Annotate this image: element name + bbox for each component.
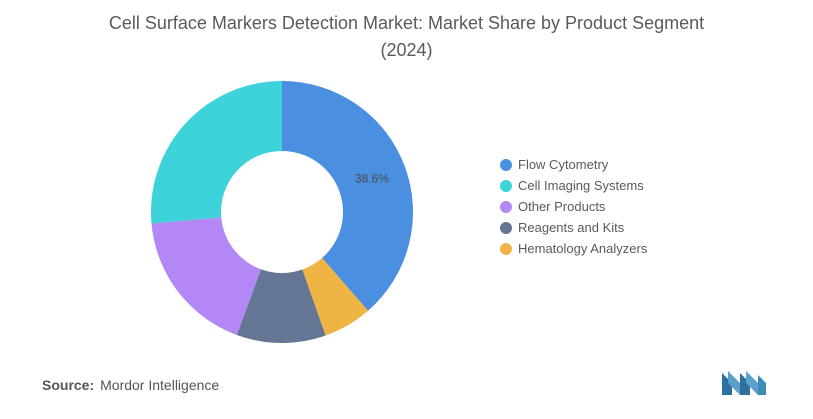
slice-label-flow-cytometry: 38.6% bbox=[355, 171, 389, 185]
slice-reagents-and-kits bbox=[236, 269, 326, 343]
mordor-intelligence-logo-icon bbox=[722, 371, 766, 395]
legend-item-hematology-analyzers: Hematology Analyzers bbox=[500, 238, 647, 259]
legend-swatch bbox=[500, 242, 512, 255]
legend-swatch bbox=[500, 158, 512, 171]
legend-swatch bbox=[500, 179, 512, 192]
slice-hematology-analyzers bbox=[302, 258, 369, 336]
source-note: Source: Mordor Intelligence bbox=[42, 377, 219, 393]
chart-title-line1: Cell Surface Markers Detection Market: M… bbox=[108, 13, 705, 33]
slice-flow-cytometry bbox=[282, 81, 414, 311]
slice-other-products bbox=[151, 217, 261, 335]
legend-label: Reagents and Kits bbox=[518, 220, 625, 235]
legend-label: Other Products bbox=[518, 199, 606, 214]
legend-label: Cell Imaging Systems bbox=[518, 178, 644, 193]
chart-title-line2: (2024) bbox=[380, 40, 433, 60]
legend-item-cell-imaging-systems: Cell Imaging Systems bbox=[500, 175, 647, 196]
source-label: Source: bbox=[42, 377, 95, 393]
legend-swatch bbox=[500, 221, 512, 234]
chart-title: Cell Surface Markers Detection Market: M… bbox=[0, 10, 813, 64]
legend-item-reagents-and-kits: Reagents and Kits bbox=[500, 217, 647, 238]
legend-item-flow-cytometry: Flow Cytometry bbox=[500, 154, 647, 175]
legend-swatch bbox=[500, 200, 512, 213]
slice-cell-imaging-systems bbox=[151, 81, 282, 224]
chart-legend: Flow Cytometry Cell Imaging Systems Other … bbox=[500, 154, 647, 259]
legend-label: Flow Cytometry bbox=[518, 157, 609, 172]
legend-item-other-products: Other Products bbox=[500, 196, 647, 217]
source-text: Mordor Intelligence bbox=[100, 377, 220, 393]
legend-label: Hematology Analyzers bbox=[518, 241, 648, 256]
